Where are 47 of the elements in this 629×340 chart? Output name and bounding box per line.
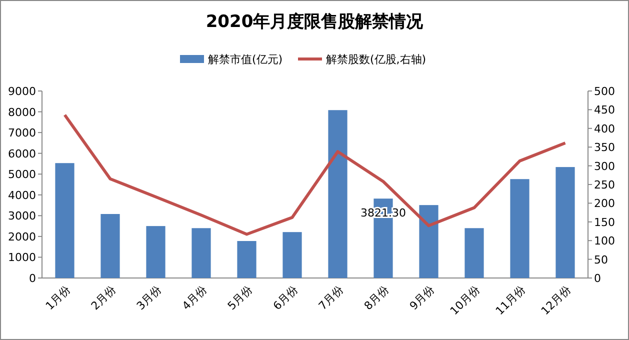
x-tick-label: 4月份 xyxy=(180,282,210,313)
y2-tick-label: 450 xyxy=(594,104,615,117)
y-tick-label: 0 xyxy=(29,272,36,285)
y-tick-label: 4000 xyxy=(8,188,36,202)
legend-label: 解禁市值(亿元) xyxy=(208,53,283,66)
x-tick-label: 5月份 xyxy=(225,282,255,313)
x-tick-label: 9月份 xyxy=(407,282,437,313)
y2-tick-label: 400 xyxy=(594,122,615,136)
y2-tick-label: 250 xyxy=(594,178,615,192)
y-tick-label: 3000 xyxy=(8,210,36,223)
chart-title: 2020年月度限售股解禁情况 xyxy=(206,12,424,32)
bar xyxy=(192,228,211,278)
x-tick-label: 2月份 xyxy=(88,282,118,313)
legend-label: 解禁股数(亿股,右轴) xyxy=(326,53,426,66)
y2-tick-label: 200 xyxy=(594,197,615,210)
bar xyxy=(464,228,484,278)
bar xyxy=(146,226,166,278)
y2-tick-label: 100 xyxy=(594,234,615,248)
x-tick-label: 6月份 xyxy=(270,282,300,313)
y-tick-label: 8000 xyxy=(8,106,36,119)
y2-tick-label: 350 xyxy=(594,141,615,154)
x-tick-label: 10月份 xyxy=(448,282,482,318)
y2-tick-label: 300 xyxy=(594,160,615,173)
y-tick-label: 1000 xyxy=(8,251,36,264)
y-tick-label: 6000 xyxy=(8,147,36,160)
y2-tick-label: 0 xyxy=(594,272,601,285)
x-tick-label: 11月份 xyxy=(493,282,528,318)
bar xyxy=(282,232,302,278)
x-tick-label: 1月份 xyxy=(43,282,73,313)
bar xyxy=(556,167,575,278)
x-tick-label: 8月份 xyxy=(362,282,392,313)
y-tick-label: 2000 xyxy=(8,230,36,244)
x-tick-label: 12月份 xyxy=(538,282,574,318)
bar xyxy=(328,110,348,278)
bar xyxy=(419,205,438,278)
bar xyxy=(510,179,530,278)
y-tick-label: 7000 xyxy=(8,126,36,140)
y2-tick-label: 500 xyxy=(594,85,615,98)
x-tick-label: 7月份 xyxy=(316,282,346,313)
x-tick-label: 3月份 xyxy=(134,282,164,313)
bar xyxy=(100,214,120,278)
y-tick-label: 5000 xyxy=(8,168,36,182)
bar xyxy=(237,241,256,278)
y2-tick-label: 150 xyxy=(594,216,615,229)
y2-tick-label: 50 xyxy=(594,253,608,266)
y-tick-label: 9000 xyxy=(8,85,36,98)
bar xyxy=(55,163,74,278)
